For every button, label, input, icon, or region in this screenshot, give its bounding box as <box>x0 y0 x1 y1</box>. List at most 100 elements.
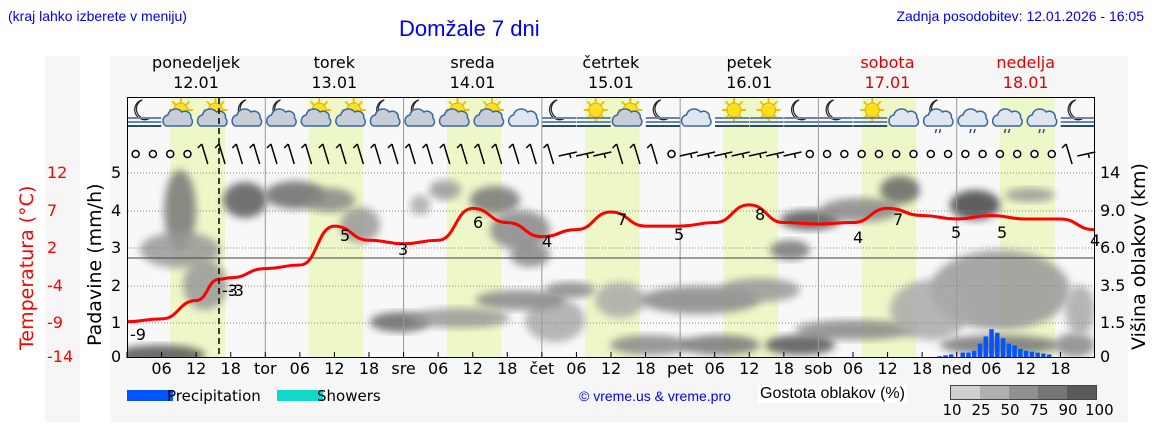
wind-barb-icon <box>612 143 624 165</box>
day-label: četrtek 15.01 <box>542 53 680 93</box>
cloud-drizzle-icon <box>957 108 989 134</box>
precipitation-tick: 3 <box>111 238 122 257</box>
wind-barb-icon <box>629 143 641 165</box>
wind-barb-icon <box>231 143 244 165</box>
precipitation-tick: 5 <box>111 163 122 182</box>
wind-barb-icon <box>387 143 399 165</box>
moon-fog-icon <box>784 99 819 127</box>
calm-wind-icon <box>978 149 987 159</box>
calm-wind-icon <box>891 149 901 159</box>
day-date: 17.01 <box>864 73 911 92</box>
day-label: sreda 14.01 <box>404 53 542 93</box>
calm-wind-icon <box>943 149 953 159</box>
precipitation-bars <box>931 329 1058 358</box>
wind-barb-icon <box>646 143 658 165</box>
sun-cloud-icon <box>611 98 643 127</box>
temperature-value-label: 5 <box>340 226 350 245</box>
calm-wind-icon <box>183 149 192 159</box>
temperature-value-label: -3 <box>222 281 238 300</box>
sun-cloud-icon <box>335 98 366 127</box>
x-axis-tick: sob <box>804 359 833 378</box>
cloud-drizzle-icon <box>1026 108 1058 134</box>
cloud-height-tick: 1.5 <box>1100 313 1126 332</box>
x-axis-tick: pet <box>667 359 694 378</box>
cloud-density-scale-label: 100 <box>1085 401 1114 419</box>
wind-barb-icon <box>525 143 537 165</box>
temperature-tick: -9 <box>47 313 63 332</box>
temperature-tick: 2 <box>47 238 58 257</box>
cloud-icon <box>508 108 539 127</box>
temperature-tick: 12 <box>47 163 68 182</box>
temperature-value-label: 5 <box>997 223 1007 242</box>
temperature-labels: -9 -3-3 5 3 6 4 7 5 8 4 7 5 5 4 <box>130 205 1100 344</box>
temperature-tick: -4 <box>47 276 63 295</box>
x-axis-tick: 12 <box>462 359 483 378</box>
calm-wind-icon <box>148 149 158 159</box>
temperature-value-label: 3 <box>398 240 408 259</box>
x-axis-tick: 06 <box>981 359 1002 378</box>
x-axis-tick: 06 <box>842 359 864 378</box>
calm-wind-icon <box>840 149 849 159</box>
sun-cloud-icon <box>162 98 194 127</box>
showers-swatch <box>277 390 323 401</box>
showers-legend-label: Showers <box>317 387 381 405</box>
day-date: 18.01 <box>1002 73 1049 92</box>
day-label: torek 13.01 <box>265 53 403 93</box>
precipitation-tick: 1 <box>111 313 122 332</box>
temperature-axis-title: Temperatura (°C) <box>16 185 38 350</box>
cloud-density-scale-label: 90 <box>1058 401 1078 419</box>
wind-barb-icon <box>283 143 295 165</box>
location-hint: (kraj lahko izberete v meniju) <box>8 8 187 24</box>
day-name: nedelja <box>996 53 1056 72</box>
temperature-value-label: -9 <box>130 325 146 344</box>
sun-fog-icon <box>749 98 784 127</box>
day-name: četrtek <box>582 53 640 72</box>
temperature-value-label: 5 <box>674 225 684 244</box>
copyright-link[interactable]: © vreme.us & vreme.pro <box>579 388 731 404</box>
day-name: torek <box>313 53 355 72</box>
wind-barb-icon <box>696 151 716 159</box>
x-axis-tick: 18 <box>1050 359 1071 378</box>
cloud-density-swatch <box>980 386 1009 399</box>
cloud-height-tick: 3.5 <box>1100 276 1126 295</box>
wind-barb-icon <box>748 151 768 159</box>
cloud-density-swatch <box>1067 386 1096 399</box>
x-axis-tick: 12 <box>1015 359 1037 378</box>
moon-cloud-icon <box>404 99 436 127</box>
sun-fog-icon <box>853 98 888 127</box>
x-axis-tick: 06 <box>289 359 311 378</box>
cloud-density-swatch <box>1038 386 1067 399</box>
wind-barb-icon <box>679 151 698 159</box>
wind-barb-icon <box>491 143 503 165</box>
day-name: ponedeljek <box>152 53 240 72</box>
temperature-value-label: 8 <box>755 205 765 224</box>
day-name: sobota <box>860 53 915 72</box>
page-title: Domžale 7 dni <box>399 16 540 41</box>
wind-barb-icon <box>214 143 226 165</box>
calm-wind-icon <box>995 149 1005 159</box>
calm-wind-icon <box>165 149 175 159</box>
moon-cloud-drizzle-icon <box>922 99 954 134</box>
cloud-density-scale <box>950 385 1097 400</box>
wind-barb-icon <box>404 143 416 165</box>
calm-wind-icon <box>805 149 815 159</box>
calm-wind-icon <box>926 149 936 159</box>
moon-fog-icon <box>542 99 577 127</box>
calm-wind-icon <box>1012 149 1022 159</box>
wind-barb-icon <box>1077 151 1096 159</box>
cloud-drizzle-icon <box>992 108 1023 134</box>
precipitation-tick: 2 <box>111 276 122 295</box>
wind-barb-icon <box>508 143 520 165</box>
wind-barb-icon <box>266 143 278 165</box>
precipitation-axis-title: Padavine (mm/h) <box>84 183 106 346</box>
x-axis-tick: 18 <box>358 359 380 378</box>
wind-barb-icon <box>421 143 434 165</box>
x-axis-tick: ned <box>941 359 972 378</box>
day-label: nedelja 18.01 <box>957 53 1095 93</box>
x-axis-tick: 18 <box>220 359 241 378</box>
cloud-icon <box>680 108 712 127</box>
wind-barb-icon <box>783 151 802 159</box>
wind-barb-icon <box>558 151 577 159</box>
x-axis-tick: čet <box>529 359 555 378</box>
